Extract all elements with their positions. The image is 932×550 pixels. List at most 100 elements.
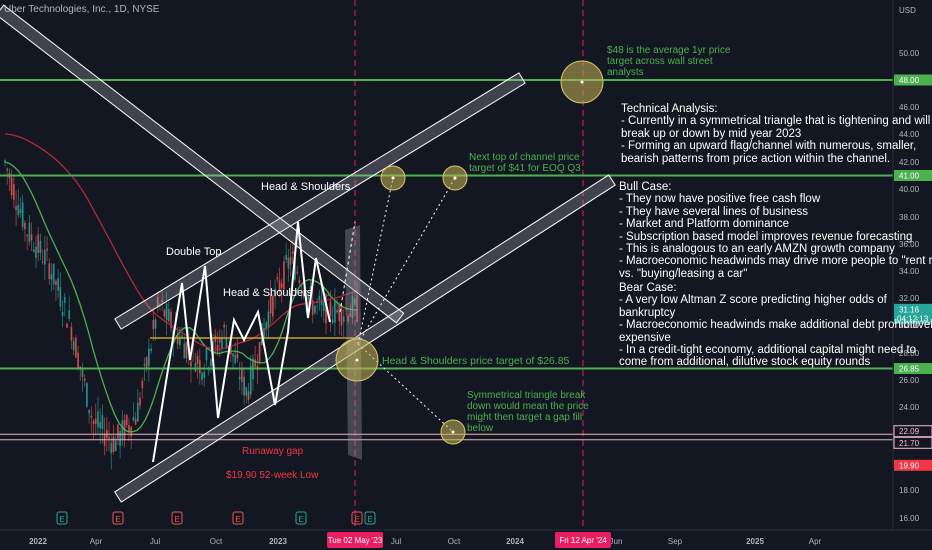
bear-line: expensive [619,331,671,344]
x-tick-label: 2023 [269,537,287,546]
candle-body [336,310,338,313]
x-tick-label: Oct [210,537,223,546]
candle-body [136,402,139,422]
price-label-tag[interactable]: 19.90 [894,459,932,471]
earnings-marker-box [232,511,244,525]
candle-body [66,323,68,328]
price-axis[interactable]: USD 50.00 46.00 44.00 42.00 40.00 38.00 36.00 34… [892,0,932,550]
earnings-marker[interactable]: E [364,511,376,525]
y-tick-label: 42.00 [899,158,920,167]
candle-body [218,336,221,343]
candle-body [88,409,91,414]
target-circle-center [355,358,359,362]
earnings-marker-label: E [298,515,303,524]
price-label-tag[interactable]: 41.00 [894,170,932,181]
candle-body [39,241,42,253]
candle-body [338,304,341,322]
earnings-marker[interactable]: E [295,511,307,525]
price-label-bg [894,170,932,181]
candle-body [43,249,46,265]
candle-body [83,378,86,381]
price-label-tag[interactable]: 26.85 [894,363,932,375]
symbol-title[interactable]: Uber Technologies, Inc., 1D, NYSE [4,4,160,15]
candle-body [276,277,279,280]
earnings-marker[interactable]: E [232,511,244,525]
x-tick-label: 2025 [746,537,764,546]
candle-body [269,294,272,314]
x-tick-label: 2022 [29,537,47,546]
candle-body [128,424,130,433]
y-tick-label: 28.00 [899,349,920,358]
candle-body [223,324,226,328]
candle-body [74,337,77,358]
bull-case-note: Bull Case: - They now have positive free… [619,181,932,280]
x-tick-label: Oct [448,537,461,546]
candle-body [86,383,88,407]
candle-body [322,296,325,312]
price-label-tag[interactable]: 21.70 [893,436,932,449]
price-label-bg [894,459,932,471]
candle-body [320,299,323,306]
price-label-value: 19.90 [899,461,920,470]
candle-body [50,274,53,280]
technical-line: bearish patterns from price action withi… [621,152,891,165]
date-marker-tag[interactable]: Fri 12 Apr '24 [555,532,611,548]
price-label-tag[interactable]: 48.00 [894,74,932,86]
candle-body [331,319,334,323]
x-tick-label: Jun [610,537,623,546]
candle-body [156,297,159,308]
candle-body [110,443,113,454]
candle-body [70,327,73,341]
time-axis[interactable]: 2022 Apr Jul Oct 2023 Jul Oct 2024 Jun Sep 2025 Apr… [0,511,932,548]
earnings-marker-box [295,511,307,525]
earnings-marker[interactable]: E [171,511,183,525]
candle-body [19,208,22,213]
price-label-bg [894,363,932,375]
candle-body [205,347,208,361]
candle-body [24,222,26,230]
price-label-value: 48.00 [899,76,920,85]
candle-body [245,387,248,397]
candle-body [41,261,44,263]
triangle-note: Symmetrical triangle break down would me… [467,390,589,434]
earnings-marker[interactable]: E [112,511,124,525]
earnings-marker-label: E [354,515,359,524]
double-top-label: Double Top [166,246,222,258]
y-tick-label: 32.00 [899,294,920,303]
price-label-tag[interactable]: 22.09 [893,425,932,438]
candle-body [141,381,144,389]
date-marker-tag[interactable]: Tue 02 May '23 [327,532,383,548]
candle-body [351,296,354,318]
candle-body [81,368,84,377]
candle-body [236,353,239,359]
technical-line: - Forming an upward flag/channel with nu… [621,140,917,153]
candle-body [333,301,336,323]
low-52w-label: $19.90 52-week Low [226,470,319,481]
candle-body [139,397,141,406]
bull-line: Bull Case: [619,181,672,193]
earnings-marker[interactable]: E [56,511,68,525]
price-label-value: 22.09 [899,427,920,436]
candle-body [247,391,250,401]
candle-body [278,280,281,292]
candle-body [325,294,327,324]
currency-label: USD [899,6,916,15]
bear-line: Bear Case: [619,282,677,294]
wall-street-line-3: analysts [607,67,644,78]
candle-body [232,353,234,357]
runaway-gap-label: Runaway gap [242,446,304,457]
candle-body [143,363,146,366]
y-tick-label: 50.00 [899,49,920,58]
candle-body [243,376,245,396]
earnings-marker-box [171,511,183,525]
candle-body [190,361,192,367]
candle-body [15,206,17,211]
candle-body [287,257,290,269]
candle-body [294,257,296,280]
earnings-marker[interactable]: E [351,511,363,525]
channel-top-line-1: Next top of channel price [469,152,580,163]
candle-body [154,319,157,329]
x-tick-label: Apr [809,537,822,546]
